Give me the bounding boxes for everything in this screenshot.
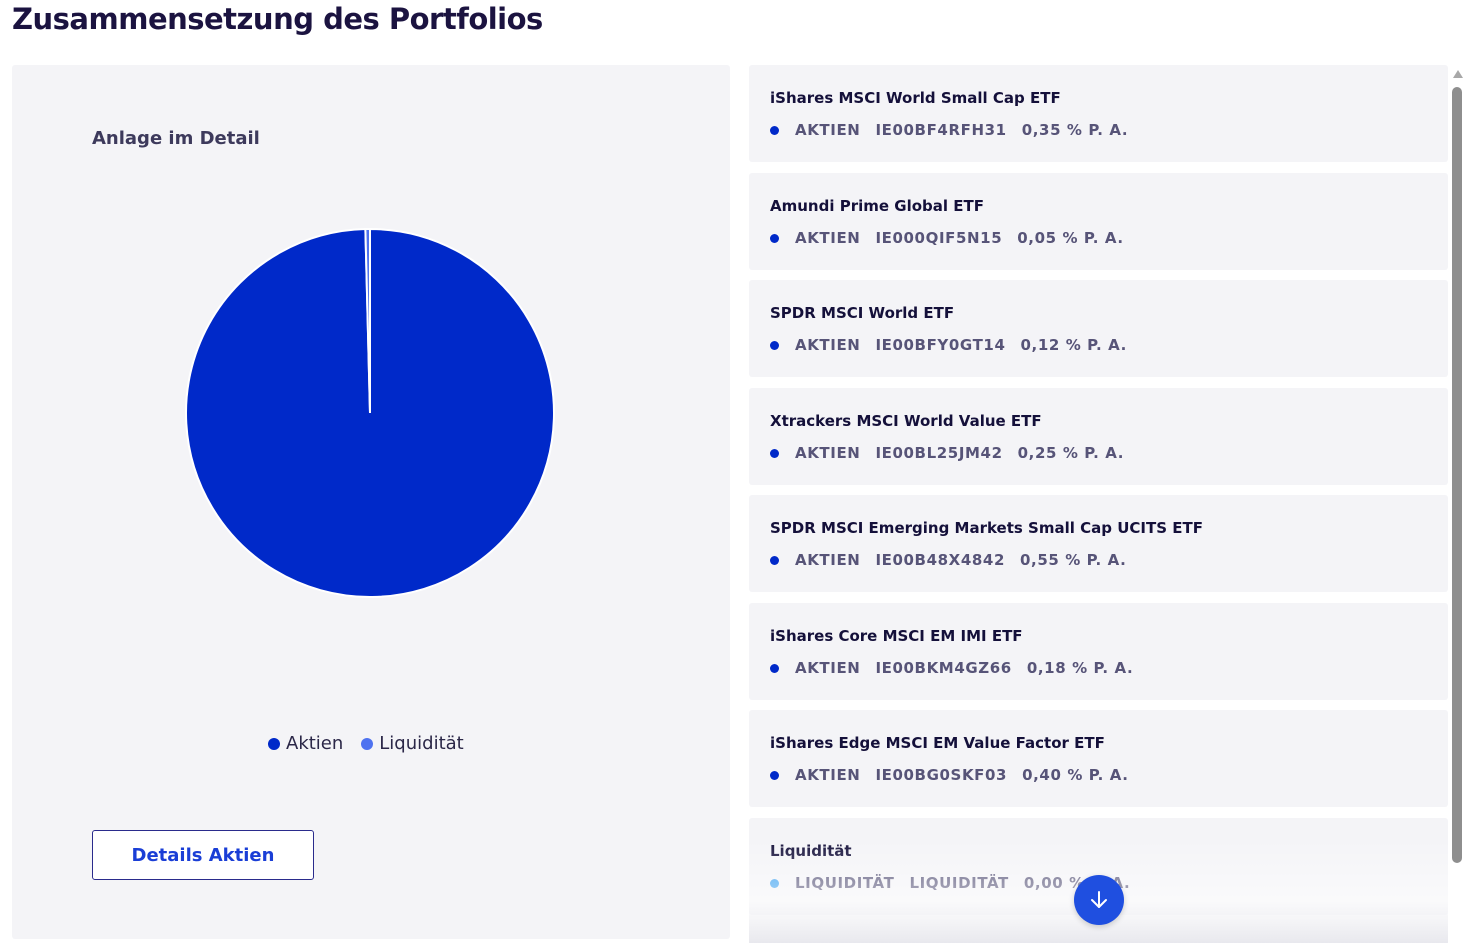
holding-category: AKTIEN: [795, 229, 861, 247]
chart-legend: Aktien Liquidität: [268, 733, 464, 754]
holding-category: AKTIEN: [795, 444, 861, 462]
holding-category: AKTIEN: [795, 336, 861, 354]
holding-card[interactable]: Amundi Prime Global ETF AKTIEN IE000QIF5…: [749, 173, 1448, 270]
asset-class-dot-icon: [770, 878, 779, 888]
asset-class-dot-icon: [770, 448, 779, 458]
holdings-list[interactable]: iShares MSCI World Small Cap ETF AKTIEN …: [749, 65, 1448, 943]
holding-fee: 0,35 % P. A.: [1021, 121, 1129, 139]
holding-meta: AKTIEN IE00BKM4GZ66 0,18 % P. A.: [770, 659, 1148, 677]
holding-isin: IE00BG0SKF03: [875, 766, 1008, 784]
asset-class-dot-icon: [770, 663, 779, 673]
holding-fee: 0,05 % P. A.: [1017, 229, 1124, 247]
pie-chart: [184, 227, 556, 599]
holding-category: AKTIEN: [795, 766, 861, 784]
holding-category: LIQUIDITÄT: [795, 874, 895, 892]
holding-name: Amundi Prime Global ETF: [770, 197, 984, 215]
holding-fee: 0,18 % P. A.: [1026, 659, 1134, 677]
holding-isin: LIQUIDITÄT: [909, 874, 1009, 892]
holding-category: AKTIEN: [795, 659, 861, 677]
legend-label-aktien: Aktien: [286, 733, 344, 754]
holding-isin: IE00BF4RFH31: [875, 121, 1007, 139]
scroll-up-arrow-icon[interactable]: [1453, 70, 1463, 78]
arrow-down-icon: [1091, 891, 1107, 908]
holding-name: SPDR MSCI Emerging Markets Small Cap UCI…: [770, 519, 1203, 537]
holding-meta: AKTIEN IE00B48X4842 0,55 % P. A.: [770, 551, 1141, 569]
holding-isin: IE00BFY0GT14: [875, 336, 1006, 354]
holding-card[interactable]: Xtrackers MSCI World Value ETF AKTIEN IE…: [749, 388, 1448, 485]
holding-meta: AKTIEN IE000QIF5N15 0,05 % P. A.: [770, 229, 1139, 247]
list-scrollbar[interactable]: [1450, 65, 1466, 943]
holding-meta: AKTIEN IE00BL25JM42 0,25 % P. A.: [770, 444, 1139, 462]
holding-name: Xtrackers MSCI World Value ETF: [770, 412, 1042, 430]
holding-fee: 0,25 % P. A.: [1017, 444, 1125, 462]
holding-fee: 0,12 % P. A.: [1020, 336, 1127, 354]
legend-label-liquiditaet: Liquidität: [379, 733, 464, 754]
holding-isin: IE00BKM4GZ66: [875, 659, 1012, 677]
scrollbar-thumb[interactable]: [1452, 87, 1462, 863]
panel-subtitle: Anlage im Detail: [92, 128, 260, 149]
legend-item-liquiditaet[interactable]: Liquidität: [361, 733, 464, 754]
legend-dot-liquiditaet: [361, 737, 374, 750]
asset-class-dot-icon: [770, 770, 779, 780]
holding-isin: IE00B48X4842: [875, 551, 1005, 569]
holding-name: SPDR MSCI World ETF: [770, 304, 955, 322]
holding-card[interactable]: SPDR MSCI World ETF AKTIEN IE00BFY0GT14 …: [749, 280, 1448, 377]
allocation-chart-panel: Anlage im Detail Aktien Liquidität Detai…: [12, 65, 730, 939]
details-aktien-button[interactable]: Details Aktien: [92, 830, 314, 880]
page-title: Zusammensetzung des Portfolios: [12, 2, 543, 36]
holding-isin: IE00BL25JM42: [875, 444, 1003, 462]
legend-item-aktien[interactable]: Aktien: [268, 733, 343, 754]
pie-chart-svg: [185, 227, 555, 598]
asset-class-dot-icon: [770, 233, 779, 243]
holding-name: iShares MSCI World Small Cap ETF: [770, 89, 1061, 107]
legend-dot-aktien: [268, 737, 280, 750]
holding-category: AKTIEN: [795, 551, 861, 569]
asset-class-dot-icon: [770, 555, 779, 565]
holding-name: iShares Edge MSCI EM Value Factor ETF: [770, 734, 1105, 752]
holding-name: Liquidität: [770, 842, 852, 860]
holding-card[interactable]: iShares MSCI World Small Cap ETF AKTIEN …: [749, 65, 1448, 162]
holding-meta: AKTIEN IE00BFY0GT14 0,12 % P. A.: [770, 336, 1142, 354]
holding-fee: 0,40 % P. A.: [1022, 766, 1129, 784]
holding-name: iShares Core MSCI EM IMI ETF: [770, 627, 1023, 645]
holding-meta: AKTIEN IE00BG0SKF03 0,40 % P. A.: [770, 766, 1144, 784]
asset-class-dot-icon: [770, 340, 779, 350]
holding-card[interactable]: iShares Edge MSCI EM Value Factor ETF AK…: [749, 710, 1448, 807]
holding-card[interactable]: iShares Core MSCI EM IMI ETF AKTIEN IE00…: [749, 603, 1448, 700]
pie-slice-liquiditt[interactable]: [364, 227, 371, 414]
holding-category: AKTIEN: [795, 121, 861, 139]
holding-fee: 0,55 % P. A.: [1019, 551, 1127, 569]
holding-isin: IE000QIF5N15: [875, 229, 1003, 247]
asset-class-dot-icon: [770, 125, 779, 135]
scroll-down-button[interactable]: [1074, 875, 1124, 925]
holding-card[interactable]: SPDR MSCI Emerging Markets Small Cap UCI…: [749, 495, 1448, 592]
holding-meta: AKTIEN IE00BF4RFH31 0,35 % P. A.: [770, 121, 1143, 139]
